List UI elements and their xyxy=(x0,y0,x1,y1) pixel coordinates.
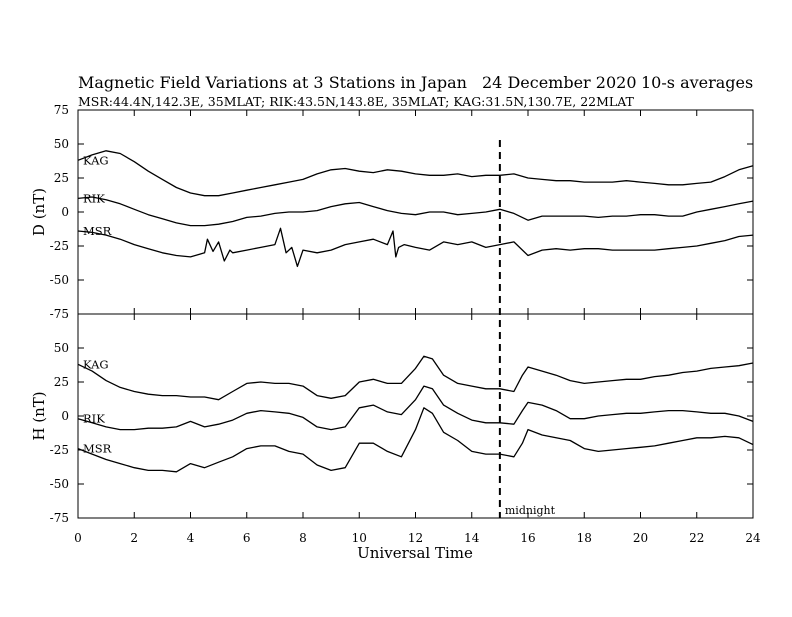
series-label-msr: MSR xyxy=(83,442,112,456)
series-line-msr xyxy=(77,227,754,268)
series-line-rik xyxy=(77,385,754,431)
x-tick-label: 4 xyxy=(187,531,195,545)
series-line-msr xyxy=(77,407,754,473)
y-tick-label: -25 xyxy=(50,443,69,457)
series-line-rik xyxy=(77,196,754,227)
x-tick-label: 0 xyxy=(74,531,82,545)
x-tick-label: 12 xyxy=(408,531,423,545)
x-tick-label: 14 xyxy=(464,531,480,545)
series-line-kag xyxy=(77,355,754,401)
chart-panels: 75 50 25 0 -25 -50 -75 D (nT) KAG RIK MSR 50 25 0 -25 -… xyxy=(30,103,761,545)
y-tick-label: -75 xyxy=(50,511,69,525)
x-axis-label: Universal Time xyxy=(357,544,473,562)
x-tick-label: 24 xyxy=(745,531,761,545)
x-tick-label: 2 xyxy=(130,531,138,545)
x-tick-label: 6 xyxy=(243,531,251,545)
panel-frame-2 xyxy=(77,313,754,519)
series-label-rik: RIK xyxy=(83,191,105,205)
y-tick-label: 50 xyxy=(54,341,69,355)
chart-date: 24 December 2020 xyxy=(482,73,637,92)
y-tick-label: -50 xyxy=(50,477,69,491)
x-tick-label: 22 xyxy=(689,531,704,545)
y-tick-label: 0 xyxy=(61,205,69,219)
x-tick-label: 10 xyxy=(352,531,367,545)
series-line-kag xyxy=(77,150,754,197)
x-tick-label: 16 xyxy=(520,531,535,545)
chart-averaging: 10-s averages xyxy=(641,73,753,92)
y-tick-label: -50 xyxy=(50,273,69,287)
station-info: MSR:44.4N,142.3E, 35MLAT; RIK:43.5N,143.… xyxy=(78,94,635,109)
y-axis-label: D (nT) xyxy=(30,188,48,236)
y-tick-label: 25 xyxy=(54,375,69,389)
x-tick-label: 8 xyxy=(299,531,307,545)
y-tick-label: 0 xyxy=(61,409,69,423)
series-label-kag: KAG xyxy=(83,153,109,167)
x-tick-label: 20 xyxy=(633,531,648,545)
y-tick-label: 25 xyxy=(54,171,69,185)
series-label-msr: MSR xyxy=(83,224,112,238)
series-label-rik: RIK xyxy=(83,412,105,426)
y-tick-label: -75 xyxy=(50,307,69,321)
y-tick-label: 50 xyxy=(54,137,69,151)
x-tick-label: 18 xyxy=(577,531,592,545)
y-tick-label: -25 xyxy=(50,239,69,253)
panel-frame-1 xyxy=(77,109,754,315)
midnight-marker-label: midnight xyxy=(505,504,556,517)
chart-title: Magnetic Field Variations at 3 Stations … xyxy=(78,73,467,92)
y-tick-label: 75 xyxy=(54,103,69,117)
series-label-kag: KAG xyxy=(83,357,109,371)
y-axis-label: H (nT) xyxy=(30,391,48,440)
